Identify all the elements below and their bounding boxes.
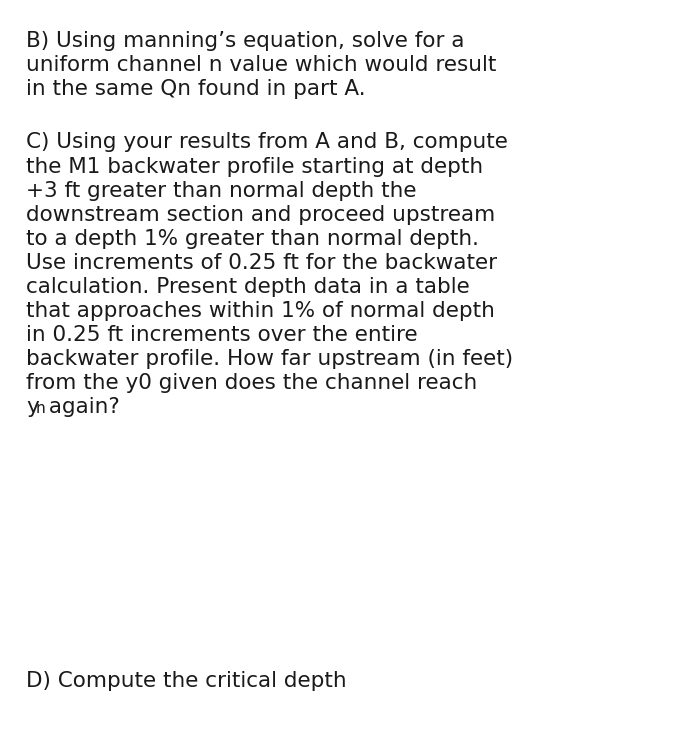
Text: uniform channel n value which would result: uniform channel n value which would resu… [26,55,497,75]
Text: the M1 backwater profile starting at depth: the M1 backwater profile starting at dep… [26,157,483,177]
Text: that approaches within 1% of normal depth: that approaches within 1% of normal dept… [26,300,495,321]
Text: D) Compute the critical depth: D) Compute the critical depth [26,671,347,691]
Text: to a depth 1% greater than normal depth.: to a depth 1% greater than normal depth. [26,229,479,249]
Text: n: n [36,401,45,416]
Text: in 0.25 ft increments over the entire: in 0.25 ft increments over the entire [26,325,418,344]
Text: again?: again? [42,397,120,417]
Text: downstream section and proceed upstream: downstream section and proceed upstream [26,205,495,224]
Text: y: y [26,397,39,417]
Text: +3 ft greater than normal depth the: +3 ft greater than normal depth the [26,180,417,200]
Text: from the y0 given does the channel reach: from the y0 given does the channel reach [26,372,477,393]
Text: Use increments of 0.25 ft for the backwater: Use increments of 0.25 ft for the backwa… [26,252,497,272]
Text: backwater profile. How far upstream (in feet): backwater profile. How far upstream (in … [26,349,513,369]
Text: calculation. Present depth data in a table: calculation. Present depth data in a tab… [26,277,470,297]
Text: B) Using manning’s equation, solve for a: B) Using manning’s equation, solve for a [26,31,464,51]
Text: C) Using your results from A and B, compute: C) Using your results from A and B, comp… [26,132,508,152]
Text: in the same Qn found in part A.: in the same Qn found in part A. [26,79,366,99]
